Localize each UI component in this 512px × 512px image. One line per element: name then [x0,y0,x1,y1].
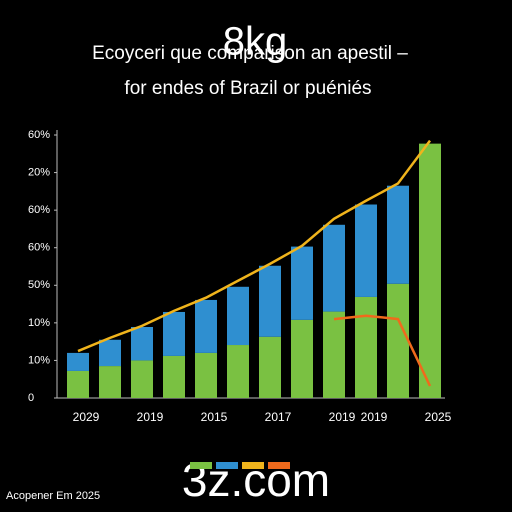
y-tick-label: 60% [28,204,50,216]
y-tick-label: 50% [28,279,50,291]
watermark: 3z.com [182,454,330,506]
x-tick-label: 2019 [361,410,388,424]
bar-segment [67,370,89,398]
overlay-text: 8kg [223,20,288,64]
y-tick-label: 10% [28,354,50,366]
chart-title: Ecoyceri que comparison an apestil – [92,43,408,64]
bar-segment [387,185,409,284]
x-tick-label: 2029 [73,410,100,424]
bar-segment [323,224,345,312]
bar-segment [227,286,249,346]
bar-segment [195,352,217,398]
y-tick-label: 0 [28,392,34,404]
bar-segment [291,319,313,398]
x-tick-label: 2019 [137,410,164,424]
legend-swatch [268,462,290,469]
bar-segment [99,339,121,367]
bar-segment [419,143,441,398]
bar-segment [291,246,313,320]
legend-swatch [216,462,238,469]
bar-segment [323,311,345,398]
bar-segment [99,366,121,398]
x-tick-label: 2019 [329,410,356,424]
bar-segment [163,355,185,398]
bar-segment [163,311,185,356]
y-tick-label: 10% [28,317,50,329]
x-tick-label: 2015 [201,410,228,424]
bar-segment [227,345,249,398]
bar-segment [195,299,217,353]
chart-subtitle: for endes of Brazil or puéniés [124,78,371,99]
x-tick-label: 2025 [425,410,452,424]
bar-segment [131,326,153,361]
bar-segment [67,352,89,371]
y-tick-label: 20% [28,166,50,178]
bar-segment [259,265,281,337]
line-series [77,139,432,353]
bar-segment [259,336,281,398]
y-tick-label: 60% [28,242,50,254]
y-tick-label: 60% [28,129,50,141]
bar-segment [355,204,377,297]
footer: Acopener Em 2025 [6,490,100,502]
x-tick-label: 2017 [265,410,292,424]
line-series [333,314,432,387]
bar-segment [387,283,409,398]
legend-swatch [190,462,212,469]
bar-segment [355,296,377,398]
bar-segment [131,360,153,398]
legend-swatch [242,462,264,469]
